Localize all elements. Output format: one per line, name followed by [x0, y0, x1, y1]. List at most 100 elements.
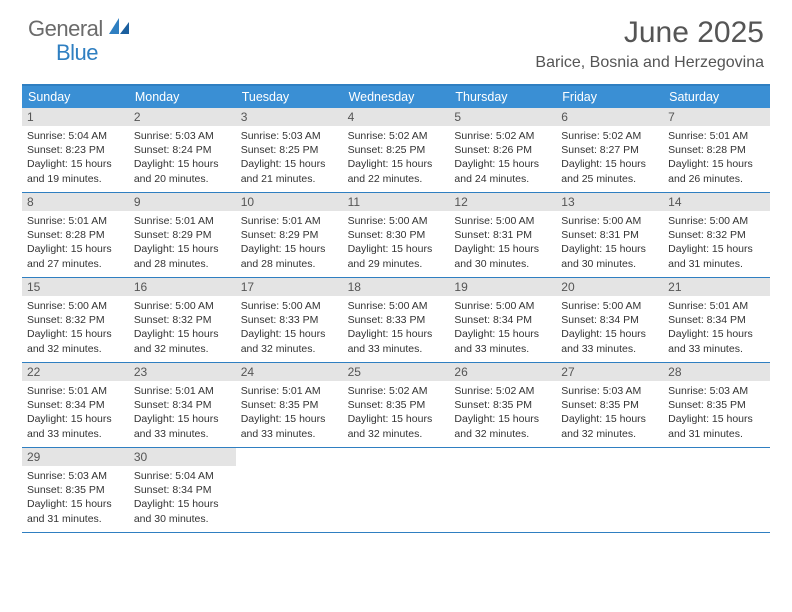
sunrise-text: Sunrise: 5:01 AM: [134, 214, 231, 228]
sunrise-text: Sunrise: 5:00 AM: [348, 299, 445, 313]
sunset-text: Sunset: 8:25 PM: [348, 143, 445, 157]
daylight-text: Daylight: 15 hours and 19 minutes.: [27, 157, 124, 185]
day-number: 20: [556, 278, 663, 296]
sunrise-text: Sunrise: 5:00 AM: [348, 214, 445, 228]
day-number: 19: [449, 278, 556, 296]
daylight-text: Daylight: 15 hours and 33 minutes.: [561, 327, 658, 355]
day-cell: 23Sunrise: 5:01 AMSunset: 8:34 PMDayligh…: [129, 363, 236, 447]
day-cell: 19Sunrise: 5:00 AMSunset: 8:34 PMDayligh…: [449, 278, 556, 362]
day-number: 8: [22, 193, 129, 211]
sunset-text: Sunset: 8:31 PM: [561, 228, 658, 242]
sunrise-text: Sunrise: 5:01 AM: [27, 214, 124, 228]
daylight-text: Daylight: 15 hours and 28 minutes.: [241, 242, 338, 270]
day-number: 25: [343, 363, 450, 381]
day-number: 12: [449, 193, 556, 211]
sunrise-text: Sunrise: 5:04 AM: [134, 469, 231, 483]
sunset-text: Sunset: 8:32 PM: [27, 313, 124, 327]
day-body: Sunrise: 5:03 AMSunset: 8:25 PMDaylight:…: [236, 126, 343, 191]
sunset-text: Sunset: 8:23 PM: [27, 143, 124, 157]
sunset-text: Sunset: 8:29 PM: [134, 228, 231, 242]
day-cell: 10Sunrise: 5:01 AMSunset: 8:29 PMDayligh…: [236, 193, 343, 277]
sunset-text: Sunset: 8:27 PM: [561, 143, 658, 157]
empty-cell: [449, 448, 556, 532]
sunrise-text: Sunrise: 5:03 AM: [241, 129, 338, 143]
day-body: Sunrise: 5:00 AMSunset: 8:32 PMDaylight:…: [129, 296, 236, 361]
day-number: 24: [236, 363, 343, 381]
dow-header-cell: Monday: [129, 86, 236, 108]
day-cell: 3Sunrise: 5:03 AMSunset: 8:25 PMDaylight…: [236, 108, 343, 192]
day-number: 2: [129, 108, 236, 126]
sunrise-text: Sunrise: 5:02 AM: [348, 384, 445, 398]
sunrise-text: Sunrise: 5:01 AM: [668, 129, 765, 143]
dow-header-cell: Thursday: [449, 86, 556, 108]
day-body: Sunrise: 5:00 AMSunset: 8:31 PMDaylight:…: [449, 211, 556, 276]
week-row: 22Sunrise: 5:01 AMSunset: 8:34 PMDayligh…: [22, 363, 770, 448]
sunset-text: Sunset: 8:35 PM: [561, 398, 658, 412]
month-title: June 2025: [535, 16, 764, 50]
day-body: Sunrise: 5:00 AMSunset: 8:32 PMDaylight:…: [22, 296, 129, 361]
daylight-text: Daylight: 15 hours and 32 minutes.: [27, 327, 124, 355]
daylight-text: Daylight: 15 hours and 25 minutes.: [561, 157, 658, 185]
daylight-text: Daylight: 15 hours and 33 minutes.: [134, 412, 231, 440]
sunset-text: Sunset: 8:29 PM: [241, 228, 338, 242]
day-number: 16: [129, 278, 236, 296]
day-body: Sunrise: 5:01 AMSunset: 8:34 PMDaylight:…: [663, 296, 770, 361]
day-number: 22: [22, 363, 129, 381]
day-body: Sunrise: 5:00 AMSunset: 8:34 PMDaylight:…: [449, 296, 556, 361]
day-cell: 24Sunrise: 5:01 AMSunset: 8:35 PMDayligh…: [236, 363, 343, 447]
day-body: Sunrise: 5:02 AMSunset: 8:35 PMDaylight:…: [449, 381, 556, 446]
sunrise-text: Sunrise: 5:01 AM: [241, 214, 338, 228]
week-row: 15Sunrise: 5:00 AMSunset: 8:32 PMDayligh…: [22, 278, 770, 363]
sunset-text: Sunset: 8:33 PM: [241, 313, 338, 327]
day-cell: 12Sunrise: 5:00 AMSunset: 8:31 PMDayligh…: [449, 193, 556, 277]
daylight-text: Daylight: 15 hours and 22 minutes.: [348, 157, 445, 185]
sunrise-text: Sunrise: 5:02 AM: [561, 129, 658, 143]
week-row: 1Sunrise: 5:04 AMSunset: 8:23 PMDaylight…: [22, 108, 770, 193]
brand-part2: Blue: [56, 40, 98, 66]
sunrise-text: Sunrise: 5:00 AM: [454, 214, 551, 228]
sunset-text: Sunset: 8:32 PM: [134, 313, 231, 327]
day-cell: 26Sunrise: 5:02 AMSunset: 8:35 PMDayligh…: [449, 363, 556, 447]
day-number: 11: [343, 193, 450, 211]
sunset-text: Sunset: 8:35 PM: [241, 398, 338, 412]
daylight-text: Daylight: 15 hours and 32 minutes.: [134, 327, 231, 355]
daylight-text: Daylight: 15 hours and 32 minutes.: [454, 412, 551, 440]
day-number: 7: [663, 108, 770, 126]
daylight-text: Daylight: 15 hours and 31 minutes.: [27, 497, 124, 525]
daylight-text: Daylight: 15 hours and 30 minutes.: [454, 242, 551, 270]
day-number: 23: [129, 363, 236, 381]
day-body: Sunrise: 5:01 AMSunset: 8:35 PMDaylight:…: [236, 381, 343, 446]
daylight-text: Daylight: 15 hours and 21 minutes.: [241, 157, 338, 185]
sunrise-text: Sunrise: 5:01 AM: [668, 299, 765, 313]
sunrise-text: Sunrise: 5:03 AM: [561, 384, 658, 398]
daylight-text: Daylight: 15 hours and 31 minutes.: [668, 412, 765, 440]
day-cell: 5Sunrise: 5:02 AMSunset: 8:26 PMDaylight…: [449, 108, 556, 192]
week-row: 8Sunrise: 5:01 AMSunset: 8:28 PMDaylight…: [22, 193, 770, 278]
day-cell: 28Sunrise: 5:03 AMSunset: 8:35 PMDayligh…: [663, 363, 770, 447]
sunset-text: Sunset: 8:35 PM: [348, 398, 445, 412]
sunrise-text: Sunrise: 5:03 AM: [668, 384, 765, 398]
day-body: Sunrise: 5:01 AMSunset: 8:34 PMDaylight:…: [22, 381, 129, 446]
day-cell: 9Sunrise: 5:01 AMSunset: 8:29 PMDaylight…: [129, 193, 236, 277]
sunrise-text: Sunrise: 5:01 AM: [134, 384, 231, 398]
sunset-text: Sunset: 8:35 PM: [27, 483, 124, 497]
day-cell: 15Sunrise: 5:00 AMSunset: 8:32 PMDayligh…: [22, 278, 129, 362]
sunrise-text: Sunrise: 5:01 AM: [27, 384, 124, 398]
sunrise-text: Sunrise: 5:00 AM: [134, 299, 231, 313]
day-body: Sunrise: 5:02 AMSunset: 8:35 PMDaylight:…: [343, 381, 450, 446]
dow-header-cell: Wednesday: [343, 86, 450, 108]
sunset-text: Sunset: 8:34 PM: [27, 398, 124, 412]
sunrise-text: Sunrise: 5:03 AM: [27, 469, 124, 483]
day-body: Sunrise: 5:00 AMSunset: 8:32 PMDaylight:…: [663, 211, 770, 276]
daylight-text: Daylight: 15 hours and 30 minutes.: [561, 242, 658, 270]
sunset-text: Sunset: 8:35 PM: [454, 398, 551, 412]
daylight-text: Daylight: 15 hours and 28 minutes.: [134, 242, 231, 270]
day-number: 27: [556, 363, 663, 381]
day-cell: 17Sunrise: 5:00 AMSunset: 8:33 PMDayligh…: [236, 278, 343, 362]
dow-header-cell: Friday: [556, 86, 663, 108]
daylight-text: Daylight: 15 hours and 32 minutes.: [241, 327, 338, 355]
daylight-text: Daylight: 15 hours and 29 minutes.: [348, 242, 445, 270]
sunset-text: Sunset: 8:24 PM: [134, 143, 231, 157]
daylight-text: Daylight: 15 hours and 26 minutes.: [668, 157, 765, 185]
day-cell: 4Sunrise: 5:02 AMSunset: 8:25 PMDaylight…: [343, 108, 450, 192]
